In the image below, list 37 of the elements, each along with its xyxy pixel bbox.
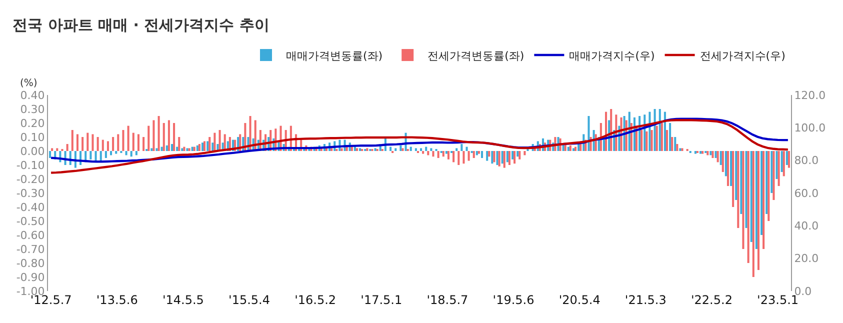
y-tick-label: -0.40 <box>16 200 45 214</box>
y-tick-label: 0.30 <box>20 102 45 116</box>
x-tick-label: '13.5.6 <box>96 293 138 307</box>
x-tick-label: '20.5.4 <box>558 293 600 307</box>
x-tick-label: '14.5.5 <box>162 293 204 307</box>
y-tick-label: 0.00 <box>20 144 45 158</box>
y2-tick-label: 60.0 <box>794 186 819 200</box>
x-tick-label: '22.5.2 <box>690 293 732 307</box>
y2-tick-label: 0.0 <box>794 284 812 298</box>
y-tick-label: -0.60 <box>16 228 45 242</box>
legend-label: 매매가격지수(우) <box>569 49 655 62</box>
y-tick-label: -0.30 <box>16 186 45 200</box>
y-tick-label: 0.10 <box>20 130 45 144</box>
x-tick-label: '18.5.7 <box>426 293 468 307</box>
y-tick-label: -0.50 <box>16 214 45 228</box>
y-tick-label: -0.70 <box>16 242 45 256</box>
legend-label: 전세가격지수(우) <box>700 49 786 62</box>
y2-tick-label: 100.0 <box>794 122 826 135</box>
y2-tick-label: 20.0 <box>794 252 819 266</box>
y-tick-label: 0.40 <box>20 88 45 102</box>
x-tick-label: '16.5.2 <box>294 293 336 307</box>
x-tick-label: '17.5.1 <box>360 293 402 307</box>
y-tick-label: -0.80 <box>16 256 45 270</box>
x-tick-label: '19.5.6 <box>492 293 534 307</box>
y-tick-label: -0.90 <box>16 270 45 284</box>
x-tick-label: '15.5.4 <box>228 293 270 307</box>
y-tick-label: -0.10 <box>16 158 45 172</box>
x-tick-label: '21.5.3 <box>624 293 666 307</box>
legend-label: 매매가격변동률(좌) <box>286 49 383 62</box>
y2-tick-label: 120.0 <box>794 88 826 102</box>
y-tick-label: -0.20 <box>16 172 45 186</box>
legend-label: 전세가격변동률(좌) <box>428 49 524 62</box>
y2-tick-label: 80.0 <box>794 154 819 168</box>
y-axis-title: (%) <box>20 78 38 89</box>
y-tick-label: 0.20 <box>20 116 45 130</box>
chart-title: 전국 아파트 매매 · 전세가격지수 추이 <box>12 16 270 34</box>
y2-tick-label: 40.0 <box>794 220 819 233</box>
